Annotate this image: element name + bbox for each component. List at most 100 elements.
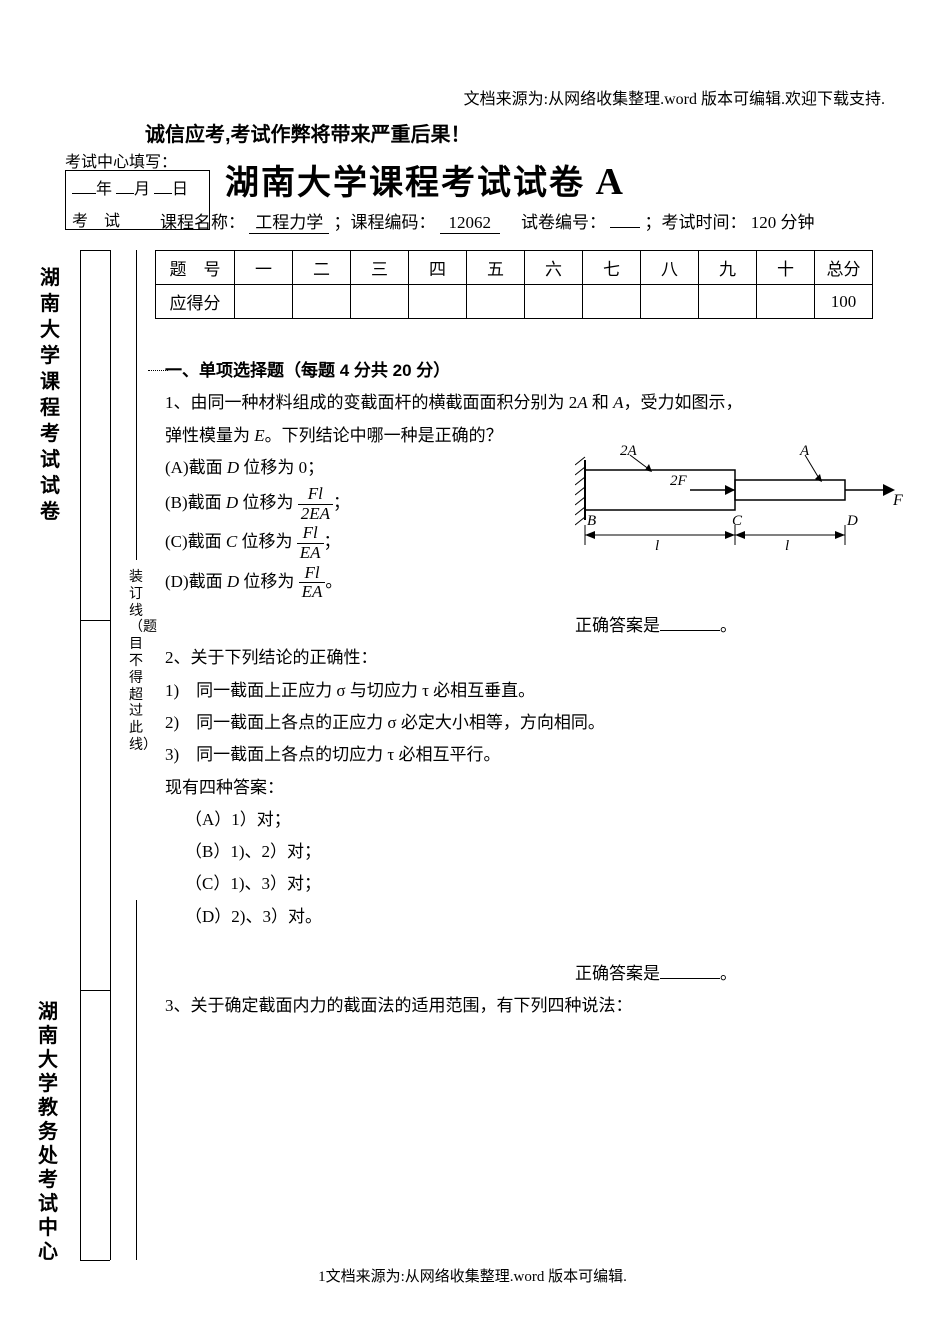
cell bbox=[641, 285, 699, 319]
lbl-A: A bbox=[799, 445, 810, 459]
side-text-bottom: 湖南大学教务处考试中心 bbox=[38, 1000, 60, 1264]
side-text-top: 湖南大学课程考试试卷 bbox=[40, 265, 62, 525]
lbl-l2: l bbox=[785, 538, 789, 554]
frac2-den: EA bbox=[297, 544, 324, 563]
frame-outer-v bbox=[80, 250, 81, 1260]
lbl-2A: 2A bbox=[620, 445, 638, 459]
paper-no bbox=[610, 227, 640, 228]
th-2: 二 bbox=[293, 251, 351, 285]
cell bbox=[293, 285, 351, 319]
cell bbox=[699, 285, 757, 319]
binding-line-seg1 bbox=[136, 250, 137, 560]
table-row: 应得分 100 bbox=[156, 285, 873, 319]
title-text: 湖南大学课程考试试卷 bbox=[225, 165, 585, 202]
th-9: 九 bbox=[699, 251, 757, 285]
q1A-pre: (A)截面 bbox=[165, 458, 227, 477]
month-label: 月 bbox=[134, 181, 150, 198]
cell bbox=[757, 285, 815, 319]
frac1-num: Fl bbox=[298, 485, 333, 505]
q1-e: 。下列结论中哪一种是正确的？ bbox=[265, 426, 503, 445]
q2-opts-label: 现有四种答案： bbox=[165, 772, 885, 804]
lbl-l1: l bbox=[655, 538, 659, 554]
q1A-post: 位移为 0； bbox=[239, 458, 324, 477]
q1B-post: 位移为 bbox=[238, 493, 298, 512]
q2-stem: 2、关于下列结论的正确性： bbox=[165, 642, 885, 674]
th-1: 一 bbox=[235, 251, 293, 285]
th-7: 七 bbox=[583, 251, 641, 285]
q1-option-d: (D)截面 D 位移为 FlEA。 bbox=[165, 563, 885, 602]
frame-tick-3 bbox=[80, 990, 110, 991]
th-8: 八 bbox=[641, 251, 699, 285]
course-name: 工程力学 bbox=[249, 208, 329, 234]
frame-tick-2 bbox=[80, 620, 110, 621]
ans-label-1: 正确答案是 bbox=[575, 616, 660, 635]
q1D-post: 位移为 bbox=[239, 572, 299, 591]
course-info-line: 课程名称： 工程力学 ；课程编码： 12062 试卷编号： ；考试时间： 120… bbox=[160, 208, 815, 234]
course-name-label: 课程名称： bbox=[160, 213, 245, 232]
exam-time-label: ；考试时间： bbox=[645, 213, 747, 232]
q3-stem: 3、关于确定截面内力的截面法的适用范围，有下列四种说法： bbox=[165, 990, 885, 1022]
warning-text: 诚信应考,考试作弊将带来严重后果！ bbox=[145, 118, 471, 147]
th-11: 总分 bbox=[815, 251, 873, 285]
th-4: 四 bbox=[409, 251, 467, 285]
frac2-num: Fl bbox=[297, 524, 324, 544]
q1-stem: 1、由同一种材料组成的变截面杆的横截面面积分别为 2A 和 A，受力如图示， 弹… bbox=[165, 387, 885, 452]
lbl-F: F bbox=[892, 492, 903, 509]
page-title: 湖南大学课程考试试卷 A bbox=[225, 155, 625, 204]
q1-c: ，受力如图示， bbox=[624, 393, 743, 412]
q1-b: 和 bbox=[588, 393, 614, 412]
score-table: 题 号 一 二 三 四 五 六 七 八 九 十 总分 应得分 100 bbox=[155, 250, 873, 319]
lbl-2F: 2F bbox=[670, 473, 688, 489]
frame-tick-1 bbox=[80, 250, 110, 251]
binding-line-seg2 bbox=[136, 900, 137, 1260]
q2-option-a: （A）1）对； bbox=[165, 804, 885, 836]
lbl-B: B bbox=[587, 513, 596, 529]
frac1-den: 2EA bbox=[298, 505, 333, 524]
frac3-den: EA bbox=[299, 583, 326, 602]
q1C-post: 位移为 bbox=[237, 532, 297, 551]
q1C-pre: (C)截面 bbox=[165, 532, 226, 551]
cell bbox=[351, 285, 409, 319]
q2-answer-line: 正确答案是。 bbox=[165, 958, 885, 990]
q1-a: 1、由同一种材料组成的变截面杆的横截面面积分别为 2 bbox=[165, 393, 577, 412]
course-code-label: ；课程编码： bbox=[334, 213, 436, 232]
source-header: 文档来源为:从网络收集整理.word 版本可编辑.欢迎下载支持. bbox=[464, 85, 885, 109]
q1-d: 弹性模量为 bbox=[165, 426, 254, 445]
th-3: 三 bbox=[351, 251, 409, 285]
total-score: 100 bbox=[815, 285, 873, 319]
cell bbox=[467, 285, 525, 319]
paper-no-label: 试卷编号： bbox=[521, 213, 606, 232]
lbl-D: D bbox=[846, 513, 858, 529]
frame-inner-v bbox=[110, 250, 111, 1260]
q2-option-b: （B）1)、2）对； bbox=[165, 836, 885, 868]
course-code: 12062 bbox=[440, 213, 500, 234]
cell bbox=[409, 285, 467, 319]
cell bbox=[525, 285, 583, 319]
th-10: 十 bbox=[757, 251, 815, 285]
th-6: 六 bbox=[525, 251, 583, 285]
table-row: 题 号 一 二 三 四 五 六 七 八 九 十 总分 bbox=[156, 251, 873, 285]
title-suffix: A bbox=[596, 161, 625, 203]
q2-option-c: （C）1)、3）对； bbox=[165, 868, 885, 900]
footer-source: 1文档来源为:从网络收集整理.word 版本可编辑. bbox=[0, 1265, 945, 1286]
year-label: 年 bbox=[96, 181, 112, 198]
q1B-pre: (B)截面 bbox=[165, 493, 226, 512]
frame-tick-4 bbox=[80, 1260, 110, 1261]
q2-line3: 3) 同一截面上各点的切应力 τ 必相互平行。 bbox=[165, 739, 885, 771]
q1-diagram: 2A A 2F F B C D l l bbox=[575, 445, 905, 565]
day-label: 日 bbox=[172, 181, 188, 198]
q2-option-d: （D）2)、3）对。 bbox=[165, 901, 885, 933]
exam-time: 120 分钟 bbox=[751, 213, 815, 232]
q2-line1: 1) 同一截面上正应力 σ 与切应力 τ 必相互垂直。 bbox=[165, 675, 885, 707]
row2-label: 应得分 bbox=[156, 285, 235, 319]
cell bbox=[235, 285, 293, 319]
th-0: 题 号 bbox=[156, 251, 235, 285]
lbl-C: C bbox=[732, 513, 743, 529]
th-5: 五 bbox=[467, 251, 525, 285]
q2-line2: 2) 同一截面上各点的正应力 σ 必定大小相等，方向相同。 bbox=[165, 707, 885, 739]
q1D-pre: (D)截面 bbox=[165, 572, 227, 591]
frac3-num: Fl bbox=[299, 564, 326, 584]
q1-answer-line: 正确答案是。 bbox=[165, 610, 885, 642]
fill-box-label: 考试中心填写： bbox=[65, 148, 177, 172]
section-1-title: 一、单项选择题（每题 4 分共 20 分） bbox=[165, 355, 885, 387]
